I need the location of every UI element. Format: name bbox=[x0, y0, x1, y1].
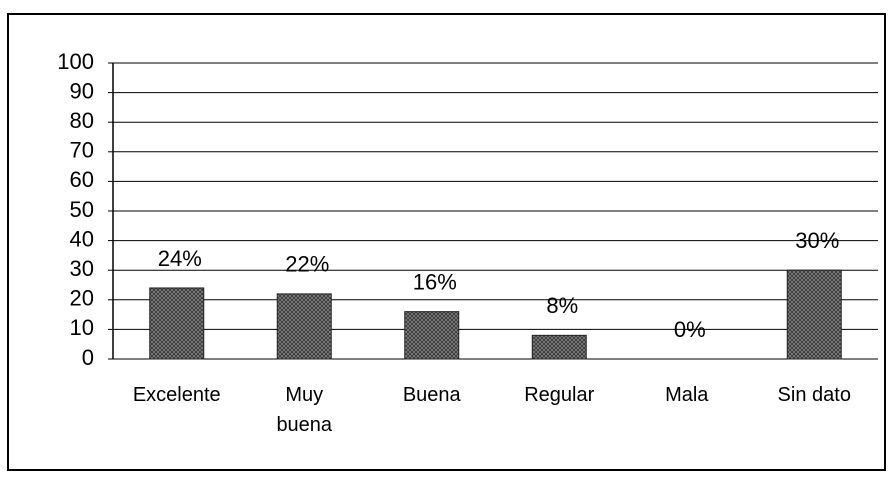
x-tick-label: Excelente bbox=[132, 384, 221, 406]
y-tick-label: 30 bbox=[70, 256, 94, 281]
data-label: 16% bbox=[413, 269, 457, 294]
y-tick-label: 70 bbox=[70, 138, 94, 163]
bar bbox=[531, 334, 587, 360]
bar bbox=[276, 293, 332, 360]
y-tick-label: 40 bbox=[70, 226, 94, 251]
y-tick-label: 50 bbox=[70, 197, 94, 222]
y-tick-label: 20 bbox=[70, 286, 94, 311]
bar bbox=[149, 287, 205, 360]
y-tick-label: 0 bbox=[82, 345, 94, 370]
data-label: 0% bbox=[674, 317, 706, 342]
y-tick-label: 90 bbox=[70, 78, 94, 103]
x-tick-label: Sin dato bbox=[777, 384, 851, 406]
x-tick-label: Buena bbox=[402, 384, 461, 406]
y-tick-label: 100 bbox=[57, 49, 94, 74]
bar bbox=[404, 311, 460, 360]
y-tick-label: 60 bbox=[70, 167, 94, 192]
y-tick-label: 80 bbox=[70, 108, 94, 133]
y-tick-label: 10 bbox=[70, 315, 94, 340]
data-label: 30% bbox=[795, 228, 839, 253]
x-tick-label: Muy buena bbox=[276, 384, 333, 436]
bar bbox=[786, 269, 842, 360]
data-label: 8% bbox=[546, 293, 578, 318]
data-label: 22% bbox=[285, 252, 329, 277]
x-tick-label: Regular bbox=[524, 384, 595, 406]
x-tick-label: Mala bbox=[665, 384, 709, 406]
data-label: 24% bbox=[158, 246, 202, 271]
frame bbox=[7, 13, 886, 471]
